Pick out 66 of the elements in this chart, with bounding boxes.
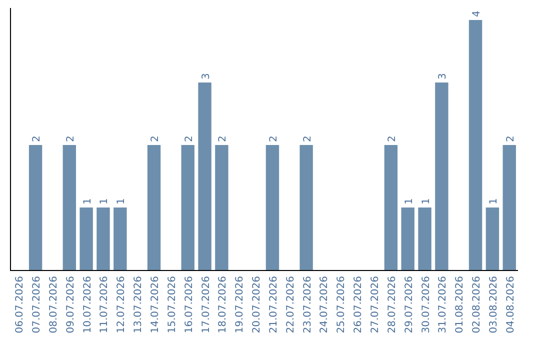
x-tick-label: 13.07.2026	[133, 276, 144, 334]
bar	[418, 208, 432, 270]
x-tick-label: 21.07.2026	[268, 276, 280, 334]
x-tick-label: 17.07.2026	[200, 276, 212, 334]
x-tick-label: 26.07.2026	[353, 276, 364, 334]
data-label: 1	[420, 198, 432, 204]
x-tick-label: 03.08.2026	[488, 276, 500, 334]
bar	[300, 145, 313, 270]
bar	[147, 145, 161, 270]
data-label: 2	[302, 136, 314, 142]
x-tick-label: 06.07.2026	[14, 276, 26, 334]
bar	[28, 145, 42, 270]
bar	[215, 145, 228, 270]
x-tick-label: 04.08.2026	[505, 276, 516, 334]
bar	[468, 20, 482, 270]
data-label: 3	[200, 73, 212, 80]
x-tick-label: 22.07.2026	[285, 276, 296, 334]
bar	[384, 145, 398, 270]
bar	[435, 82, 448, 270]
x-tick-label: 28.07.2026	[386, 276, 398, 334]
bar	[96, 208, 110, 270]
x-tick-label: 08.07.2026	[48, 276, 60, 334]
x-tick-label: 31.07.2026	[438, 276, 449, 334]
bar	[62, 145, 76, 270]
bar	[401, 208, 414, 270]
x-tick-label: 29.07.2026	[404, 276, 415, 334]
data-label: 2	[184, 136, 195, 142]
bar	[198, 82, 212, 270]
data-label: 2	[505, 136, 516, 142]
x-tick-label: 09.07.2026	[65, 276, 76, 334]
data-label: 1	[99, 198, 110, 204]
data-label: 2	[32, 136, 43, 142]
data-label: 1	[404, 198, 415, 204]
x-tick-label: 15.07.2026	[166, 276, 178, 334]
x-tick-label: 01.08.2026	[454, 276, 466, 334]
x-tick-label: 12.07.2026	[116, 276, 128, 334]
data-label: 2	[218, 136, 229, 142]
x-tick-label: 25.07.2026	[336, 276, 348, 334]
bar	[114, 208, 127, 270]
bar	[502, 145, 516, 270]
x-tick-label: 10.07.2026	[82, 276, 94, 334]
x-tick-label: 14.07.2026	[150, 276, 162, 334]
data-label: 4	[472, 10, 483, 17]
x-tick-label: 11.07.2026	[99, 276, 110, 334]
x-tick-label: 18.07.2026	[218, 276, 229, 334]
bar	[80, 208, 93, 270]
data-label: 1	[116, 198, 128, 204]
x-tick-label: 27.07.2026	[370, 276, 381, 334]
x-tick-label: 23.07.2026	[302, 276, 314, 334]
data-label: 1	[488, 198, 500, 204]
x-tick-label: 30.07.2026	[420, 276, 432, 334]
data-label: 2	[65, 136, 76, 142]
data-label: 2	[386, 136, 398, 142]
x-tick-label: 20.07.2026	[252, 276, 263, 334]
x-tick-label: 19.07.2026	[234, 276, 246, 334]
data-label: 3	[438, 73, 449, 80]
bar	[266, 145, 280, 270]
data-label: 2	[268, 136, 280, 142]
x-tick-label: 16.07.2026	[184, 276, 195, 334]
bar	[486, 208, 500, 270]
data-label: 1	[82, 198, 94, 204]
bar	[181, 145, 194, 270]
x-tick-label: 02.08.2026	[472, 276, 483, 334]
x-tick-label: 07.07.2026	[32, 276, 43, 334]
x-tick-label: 24.07.2026	[319, 276, 330, 334]
data-label: 2	[150, 136, 162, 142]
